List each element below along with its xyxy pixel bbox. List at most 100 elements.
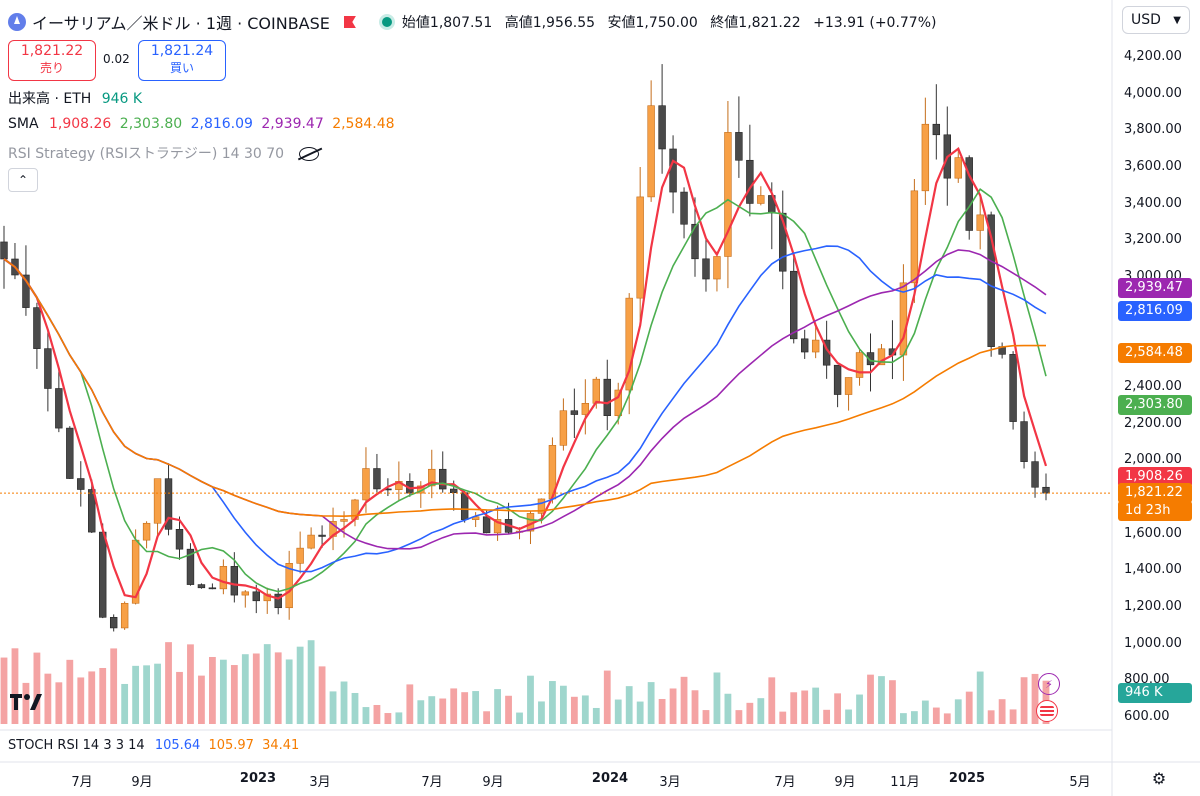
candle-body <box>99 531 107 618</box>
sell-button[interactable]: 1,821.22 売り <box>8 40 96 81</box>
volume-bar <box>932 707 940 724</box>
sma-label: SMA <box>8 116 39 132</box>
currency-label: USD <box>1131 12 1161 28</box>
volume-bar <box>713 672 721 724</box>
candle-body <box>735 132 743 161</box>
volume-bar <box>735 710 743 724</box>
volume-bar <box>505 695 512 724</box>
volume-bar <box>834 693 842 724</box>
eye-hidden-icon[interactable] <box>298 147 319 161</box>
volume-bar <box>954 699 962 724</box>
volume-bar <box>845 709 852 724</box>
stoch-label: STOCH RSI 14 3 3 14 <box>8 738 145 753</box>
volume-bar <box>867 674 874 724</box>
volume-bar <box>669 688 677 724</box>
low-label: 安値 <box>607 15 636 31</box>
time-axis-label: 9月 <box>131 775 153 790</box>
tradingview-logo-icon[interactable] <box>10 690 46 712</box>
time-axis-label: 7月 <box>421 775 443 790</box>
volume-value: 946 K <box>101 91 143 107</box>
price-axis-label: 600.00 <box>1124 709 1170 724</box>
collapse-legend-button[interactable]: ⌃ <box>8 168 38 192</box>
volume-bar <box>55 682 63 724</box>
sma-legend[interactable]: SMA 1,908.26 2,303.80 2,816.09 2,939.47 … <box>8 116 395 132</box>
volume-bar <box>318 666 326 724</box>
volume-bar <box>77 677 85 724</box>
time-axis-label: 2024 <box>591 771 629 786</box>
candle-body <box>866 352 875 366</box>
price-axis-label: 2,200.00 <box>1124 415 1182 431</box>
volume-bar <box>263 644 271 724</box>
flag-icon[interactable] <box>343 16 356 28</box>
price-axis-label: 3,400.00 <box>1124 195 1182 211</box>
volume-bar <box>384 713 392 724</box>
price-tag: 2,303.80 <box>1118 394 1192 415</box>
market-status-icon <box>381 17 392 27</box>
candle-body <box>987 214 995 347</box>
price-axis-label: 1,600.00 <box>1124 525 1182 541</box>
us-flag-icon[interactable] <box>1036 700 1058 722</box>
volume-bar <box>208 656 216 724</box>
candle-body <box>1020 421 1028 462</box>
candle-body <box>307 534 315 549</box>
candle-body <box>713 256 721 280</box>
volume-bar <box>691 690 699 724</box>
candle-body <box>691 223 699 260</box>
buy-button[interactable]: 1,821.24 買い <box>138 40 226 81</box>
candle-body <box>1042 486 1050 494</box>
ohlc-values: 始値1,807.51 高値1,956.55 安値1,750.00 終値1,821… <box>402 12 937 32</box>
volume-bar <box>439 698 447 724</box>
candle-body <box>855 352 864 378</box>
price-axis-label: 1,000.00 <box>1124 635 1182 651</box>
spread-value: 0.02 <box>103 52 130 66</box>
lightning-icon[interactable]: ⚡ <box>1038 673 1060 695</box>
volume-bar <box>921 700 929 724</box>
candle-body <box>197 584 206 589</box>
candle-body <box>77 478 85 490</box>
volume-bar <box>1031 673 1039 724</box>
volume-bar <box>1009 709 1017 724</box>
candle-body <box>965 157 973 231</box>
volume-bar <box>724 693 732 724</box>
sma3-value: 2,816.09 <box>190 116 253 132</box>
stoch-value-3: 34.41 <box>262 738 300 753</box>
volume-bar <box>987 710 995 724</box>
volume-bar <box>351 692 359 724</box>
candle-body <box>109 616 118 629</box>
volume-bar <box>636 701 644 724</box>
volume-bar <box>614 699 622 724</box>
time-axis-label: 2023 <box>239 771 277 786</box>
rsi-legend[interactable]: RSI Strategy (RSIストラテジー) 14 30 70 <box>8 143 319 163</box>
volume-bar <box>856 694 863 724</box>
high-value: 1,956.55 <box>532 15 596 31</box>
symbol-title[interactable]: イーサリアム／米ドル · 1週 · COINBASE <box>32 14 330 33</box>
currency-select[interactable]: USD ▼ <box>1122 6 1190 34</box>
candle-body <box>142 522 151 541</box>
price-axis-label: 1,200.00 <box>1124 599 1182 614</box>
volume-bar <box>219 659 227 724</box>
candle-body <box>559 410 568 446</box>
time-axis-label: 9月 <box>834 775 856 790</box>
candle-body <box>811 339 820 353</box>
stoch-rsi-legend[interactable]: STOCH RSI 14 3 3 14 105.64 105.97 34.41 <box>8 738 299 753</box>
volume-bar <box>900 713 907 724</box>
candle-body <box>844 377 853 395</box>
volume-bar <box>362 707 370 724</box>
volume-legend[interactable]: 出来高 · ETH 946 K <box>8 88 142 108</box>
volume-bar <box>285 659 293 724</box>
time-axis-label: 5月 <box>1069 775 1091 790</box>
volume-bar <box>99 667 107 724</box>
volume-bar <box>559 685 567 724</box>
sma2-value: 2,303.80 <box>119 116 183 132</box>
sma5-value: 2,584.48 <box>332 116 395 132</box>
candle-body <box>537 498 546 514</box>
candle-body <box>22 274 30 308</box>
volume-tag: 946 K <box>1118 683 1192 703</box>
time-axis-label: 2025 <box>948 771 986 786</box>
candle-body <box>153 478 162 524</box>
candle-body <box>746 159 754 204</box>
volume-bar <box>121 683 129 724</box>
volume-bar <box>998 699 1006 724</box>
gear-icon[interactable]: ⚙ <box>1151 769 1167 788</box>
